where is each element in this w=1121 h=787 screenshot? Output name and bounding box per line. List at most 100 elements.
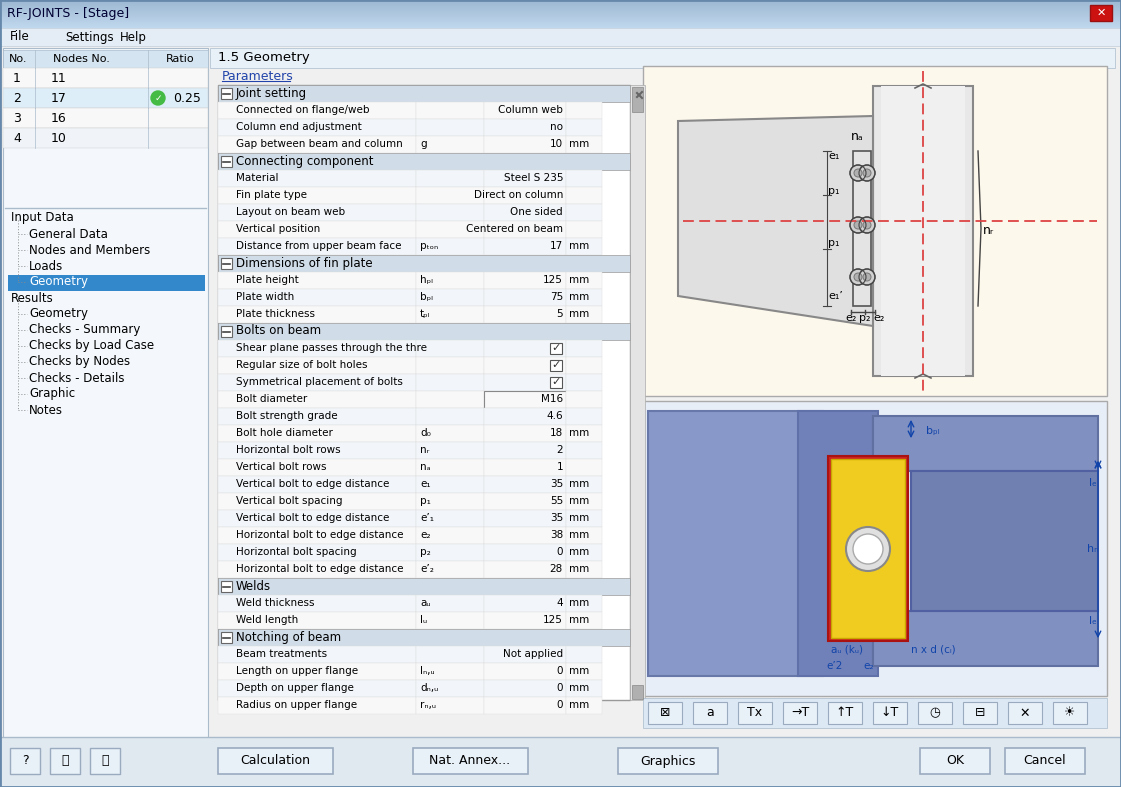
Text: Graphics: Graphics xyxy=(640,755,696,767)
Bar xyxy=(221,156,232,167)
Text: Geometry: Geometry xyxy=(29,275,89,289)
Bar xyxy=(963,702,997,724)
Bar xyxy=(484,697,566,714)
Bar xyxy=(566,340,602,357)
Bar xyxy=(632,87,643,112)
Bar xyxy=(0,2,1121,3)
Bar xyxy=(416,170,484,187)
Bar xyxy=(550,377,562,388)
Bar xyxy=(566,680,602,697)
Text: Horizontal bolt spacing: Horizontal bolt spacing xyxy=(237,547,356,557)
Bar xyxy=(484,306,566,323)
Text: Vertical bolt to edge distance: Vertical bolt to edge distance xyxy=(237,479,389,489)
Text: n x d (cₗ): n x d (cₗ) xyxy=(911,644,955,654)
Bar xyxy=(484,374,566,391)
Text: lₑ: lₑ xyxy=(1090,616,1096,626)
Bar xyxy=(484,527,566,544)
Text: p₂: p₂ xyxy=(859,313,871,323)
Bar xyxy=(798,411,878,676)
Bar xyxy=(0,26,1121,27)
Bar xyxy=(3,88,209,108)
Bar xyxy=(416,221,484,238)
Text: ☀: ☀ xyxy=(1064,707,1076,719)
Bar xyxy=(217,374,416,391)
Bar xyxy=(566,527,602,544)
Text: pₜₒₙ: pₜₒₙ xyxy=(420,241,438,251)
Bar xyxy=(566,442,602,459)
Polygon shape xyxy=(678,116,873,326)
Text: Beam treatments: Beam treatments xyxy=(237,649,327,659)
Circle shape xyxy=(151,91,165,105)
Text: e₁: e₁ xyxy=(420,479,430,489)
Text: 18: 18 xyxy=(549,428,563,438)
Bar xyxy=(0,5,1121,6)
Bar xyxy=(416,272,484,289)
Text: nᵣ: nᵣ xyxy=(983,224,994,238)
Text: Weld thickness: Weld thickness xyxy=(237,598,315,608)
Bar xyxy=(416,340,484,357)
Bar xyxy=(648,411,823,676)
Bar xyxy=(0,16,1121,17)
Text: Vertical bolt to edge distance: Vertical bolt to edge distance xyxy=(237,513,389,523)
Bar xyxy=(738,702,772,724)
Text: lᵤ: lᵤ xyxy=(420,615,427,625)
Bar xyxy=(0,737,1121,787)
Bar xyxy=(566,697,602,714)
Bar xyxy=(484,170,566,187)
Text: Checks by Nodes: Checks by Nodes xyxy=(29,356,130,368)
Text: mm: mm xyxy=(569,139,590,149)
Bar xyxy=(416,442,484,459)
Text: mm: mm xyxy=(569,683,590,693)
Text: bₚₗ: bₚₗ xyxy=(926,426,939,436)
Bar xyxy=(782,702,817,724)
Bar xyxy=(0,1,1121,2)
Bar xyxy=(484,476,566,493)
Text: Input Data: Input Data xyxy=(11,212,74,224)
Text: ✓: ✓ xyxy=(552,343,560,353)
Text: mm: mm xyxy=(569,564,590,574)
Bar xyxy=(566,493,602,510)
Circle shape xyxy=(863,221,871,229)
Text: g: g xyxy=(420,139,427,149)
Text: Direct on column: Direct on column xyxy=(474,190,563,200)
Bar xyxy=(873,611,1097,666)
Text: p₁: p₁ xyxy=(420,496,430,506)
Bar xyxy=(566,170,602,187)
Bar xyxy=(566,357,602,374)
Bar xyxy=(0,11,1121,12)
Bar xyxy=(484,680,566,697)
Text: Vertical position: Vertical position xyxy=(237,224,321,234)
Text: 2: 2 xyxy=(556,445,563,455)
Text: 1: 1 xyxy=(556,462,563,472)
Bar xyxy=(416,204,484,221)
Bar xyxy=(484,102,566,119)
Text: Layout on beam web: Layout on beam web xyxy=(237,207,345,217)
Bar xyxy=(3,68,209,88)
Bar xyxy=(0,24,1121,25)
Text: Joint setting: Joint setting xyxy=(237,87,307,99)
Bar xyxy=(217,510,416,527)
Text: General Data: General Data xyxy=(29,227,108,241)
Text: Column end adjustment: Column end adjustment xyxy=(237,122,362,132)
Bar xyxy=(643,698,1108,728)
Bar xyxy=(0,17,1121,18)
Bar xyxy=(217,425,416,442)
Text: 0: 0 xyxy=(556,547,563,557)
Text: Parameters: Parameters xyxy=(222,71,294,83)
Bar xyxy=(566,408,602,425)
Bar xyxy=(566,187,602,204)
Text: 4.6: 4.6 xyxy=(546,411,563,421)
Text: Notching of beam: Notching of beam xyxy=(237,630,341,644)
Bar xyxy=(484,646,566,663)
Text: 🗋: 🗋 xyxy=(101,755,109,767)
Text: Regular size of bolt holes: Regular size of bolt holes xyxy=(237,360,368,370)
Text: Horizontal bolt rows: Horizontal bolt rows xyxy=(237,445,341,455)
Bar xyxy=(217,527,416,544)
Bar xyxy=(0,14,1121,15)
Bar xyxy=(566,646,602,663)
Text: Checks - Details: Checks - Details xyxy=(29,371,124,385)
Bar xyxy=(0,10,1121,11)
Bar xyxy=(3,48,209,738)
Text: Fin plate type: Fin plate type xyxy=(237,190,307,200)
Bar xyxy=(853,151,871,306)
